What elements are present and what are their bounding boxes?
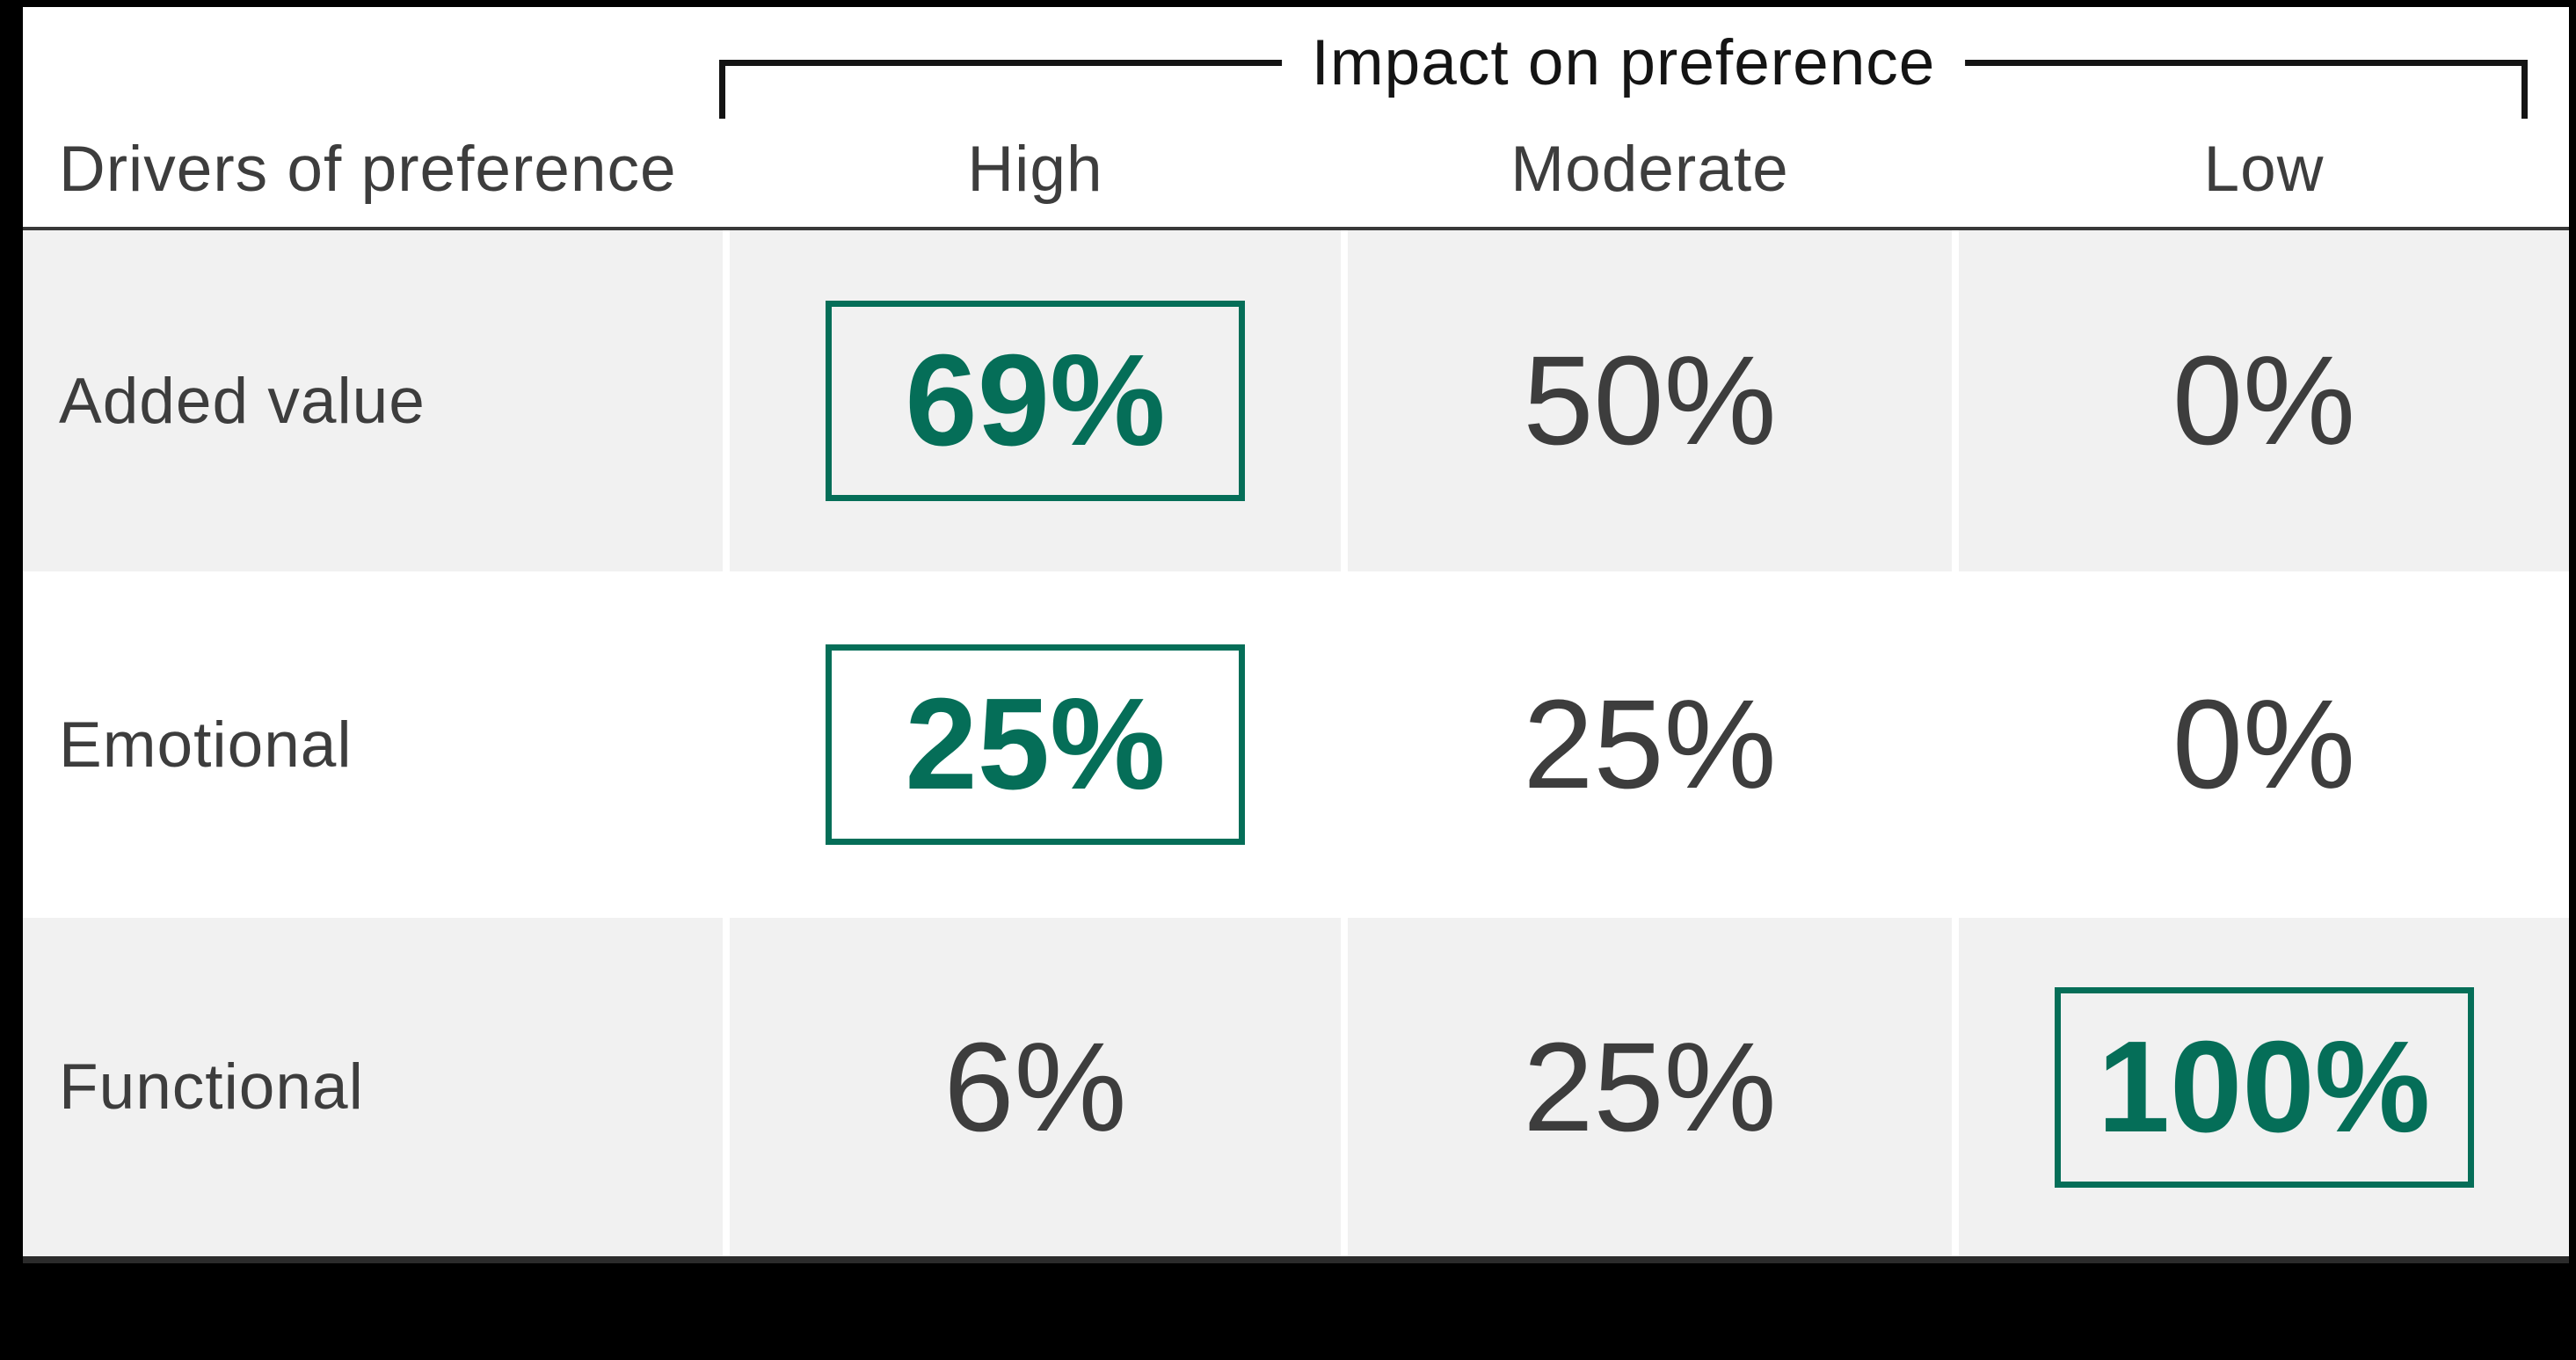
impact-bracket-label: Impact on preference	[1281, 31, 1966, 95]
cell-functional-moderate: 25%	[1348, 918, 1952, 1256]
highlight-box: 69%	[826, 301, 1245, 501]
cell-value: 25%	[1523, 1015, 1777, 1158]
column-header-high: High	[967, 134, 1103, 205]
highlight-box: 25%	[826, 644, 1245, 845]
row-label: Functional	[59, 1051, 364, 1123]
row-label-cell-functional: Functional	[23, 918, 723, 1256]
cell-emotional-low: 0%	[1959, 573, 2569, 916]
cell-value: 0%	[2172, 330, 2356, 471]
cell-functional-high: 6%	[730, 918, 1341, 1256]
cell-functional-low: 100%	[1959, 918, 2569, 1256]
column-header-low: Low	[2203, 134, 2325, 205]
header-separator-line	[23, 227, 2569, 230]
cell-added-value-moderate: 50%	[1348, 230, 1952, 571]
cell-value: 6%	[943, 1015, 1127, 1158]
column-header-moderate: Moderate	[1510, 134, 1789, 205]
row-header-title: Drivers of preference	[59, 134, 677, 205]
cell-emotional-high: 25%	[730, 573, 1341, 916]
cell-value: 25%	[905, 672, 1166, 817]
cell-value: 25%	[1523, 673, 1777, 815]
row-label-cell-emotional: Emotional	[23, 573, 723, 916]
cell-added-value-low: 0%	[1959, 230, 2569, 571]
row-label-cell-added-value: Added value	[23, 230, 723, 571]
cell-value: 69%	[905, 328, 1166, 473]
row-label: Added value	[59, 365, 426, 437]
cell-value: 50%	[1523, 330, 1777, 471]
cell-added-value-high: 69%	[730, 230, 1341, 571]
highlight-box: 100%	[2054, 986, 2474, 1188]
preference-table: Drivers of preference Impact on preferen…	[23, 7, 2569, 1263]
cell-emotional-moderate: 25%	[1348, 573, 1952, 916]
table-bottom-line	[23, 1256, 2569, 1263]
cell-value: 0%	[2172, 673, 2356, 815]
cell-value: 100%	[2097, 1014, 2431, 1160]
impact-bracket: Impact on preference	[719, 31, 2528, 119]
row-label: Emotional	[59, 709, 353, 781]
table-body: Added value 69% 50% 0% Emotional 25%	[23, 230, 2569, 1256]
